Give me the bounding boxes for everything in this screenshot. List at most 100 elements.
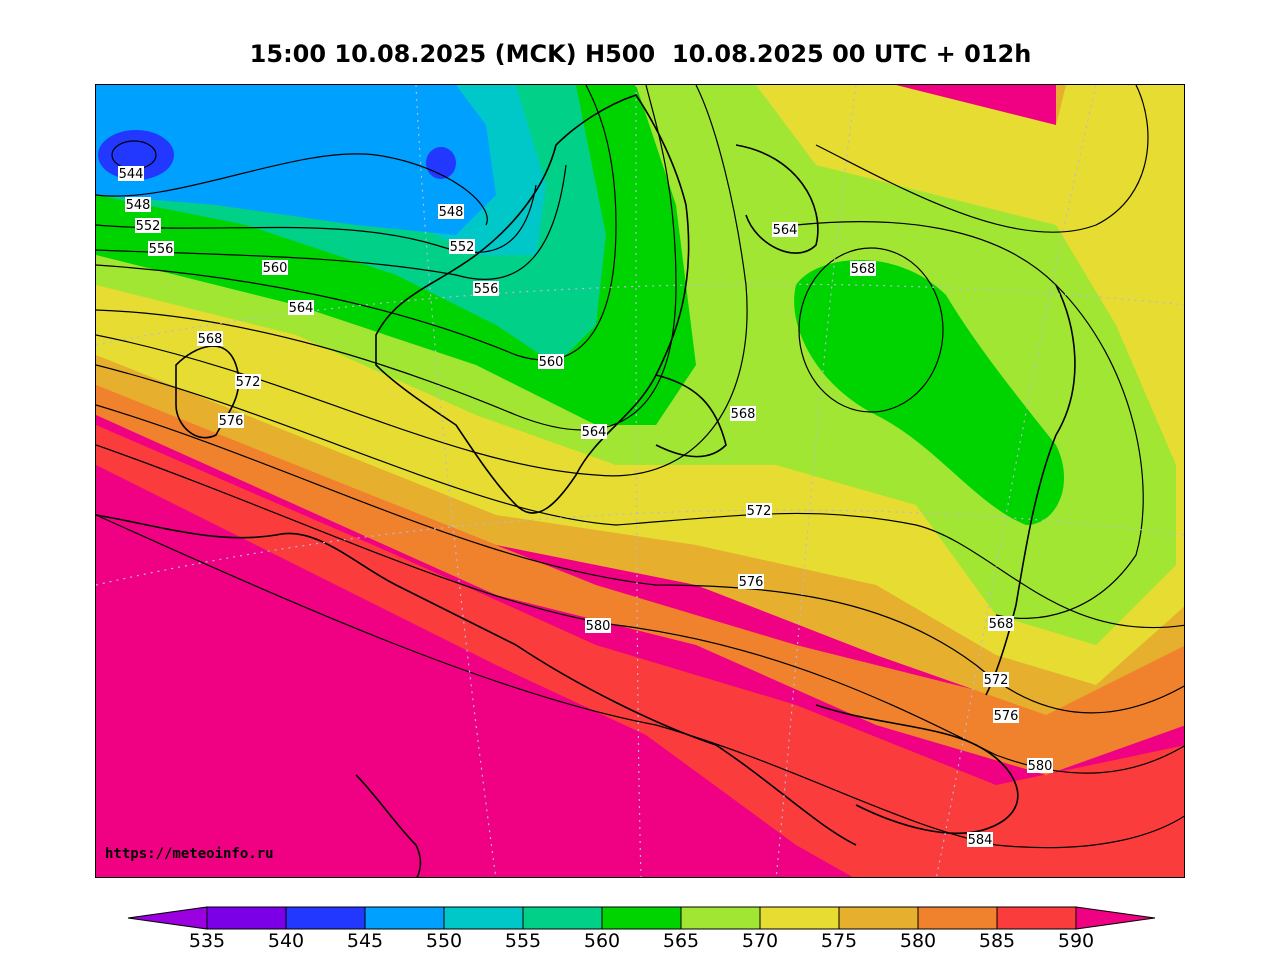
- contour-label: 560: [539, 355, 564, 370]
- contour-label-bg: [438, 204, 464, 219]
- europe-coast: [96, 514, 857, 846]
- contour-labels: 544 548 552 556 560 564 568 572 576 548 552 556 560 5…: [118, 166, 1053, 848]
- contour-label-bg: [218, 413, 244, 428]
- contour-label: 552: [450, 240, 475, 255]
- contour-label: 564: [582, 425, 607, 440]
- contour-label-bg: [235, 374, 261, 389]
- contour-label: 544: [119, 167, 144, 182]
- contour-label-bg: [983, 672, 1009, 687]
- colorbar-tick-label: 560: [583, 930, 621, 952]
- band-585: [96, 425, 1184, 877]
- contour-label: 576: [219, 414, 244, 429]
- colorbar-segment: [680, 906, 761, 930]
- contour-label-bg: [585, 618, 611, 633]
- contour-580: [96, 444, 1184, 774]
- colorbar-tick-label: 570: [741, 930, 779, 952]
- contour-label: 584: [968, 833, 993, 848]
- contour-label: 580: [586, 619, 611, 634]
- italy-coast: [355, 774, 422, 877]
- contour-568-ne: [815, 85, 1149, 233]
- contour-label-bg: [730, 406, 756, 421]
- contour-label: 568: [198, 332, 223, 347]
- colorbar-arrow-high: [1075, 906, 1156, 930]
- contour-label-bg: [738, 574, 764, 589]
- scandinavia-coast: [375, 94, 690, 514]
- graticule-line: [96, 283, 1184, 346]
- contour-label-bg: [118, 166, 144, 181]
- colorbar-segment: [285, 906, 366, 930]
- contour-label-bg: [135, 218, 161, 233]
- contour-label: 576: [739, 575, 764, 590]
- contour-label: 564: [289, 301, 314, 316]
- contour-572: [96, 364, 1184, 629]
- contour-label: 556: [149, 242, 174, 257]
- contour-label-bg: [473, 281, 499, 296]
- colorbar-tick-label: 555: [504, 930, 542, 952]
- contour-label-bg: [581, 424, 607, 439]
- colorbar-segment: [601, 906, 682, 930]
- band-550: [96, 85, 496, 235]
- white-sea-coast: [735, 144, 819, 254]
- contour-label: 572: [236, 375, 261, 390]
- contour-label-bg: [850, 261, 876, 276]
- contour-label-bg: [125, 197, 151, 212]
- contour-label-bg: [262, 260, 288, 275]
- contour-label: 572: [747, 504, 772, 519]
- colorbar-segment: [443, 906, 524, 930]
- contour-548: [96, 153, 488, 226]
- contour-label: 548: [439, 205, 464, 220]
- contour-label-bg: [449, 239, 475, 254]
- contour-label-bg: [967, 832, 993, 847]
- contour-label: 556: [474, 282, 499, 297]
- colorbar-tick-label: 550: [425, 930, 463, 952]
- baltic-coast: [655, 374, 727, 458]
- black-sea-coast: [815, 704, 1019, 835]
- colorbar-segment: [759, 906, 840, 930]
- colorbar-tick-label: 580: [899, 930, 937, 952]
- map-title: 15:00 10.08.2025 (MCK) H500 10.08.2025 0…: [249, 40, 1032, 68]
- contour-label-bg: [746, 503, 772, 518]
- contour-label-bg: [288, 300, 314, 315]
- contour-label: 564: [773, 223, 798, 238]
- colorbar-segment: [996, 906, 1077, 930]
- source-url: https://meteoinfo.ru: [105, 846, 274, 862]
- contour-label-bg: [538, 354, 564, 369]
- contour-576: [96, 404, 1184, 714]
- colorbar-tick-label: 585: [978, 930, 1016, 952]
- colorbar-tick-label: 545: [346, 930, 384, 952]
- band-565-east: [794, 260, 1065, 525]
- colorbar-tick-label: 565: [662, 930, 700, 952]
- contour-label-bg: [988, 616, 1014, 631]
- colorbar-arrow-low: [127, 906, 208, 930]
- contour-label-bg: [197, 331, 223, 346]
- contour-568-east: [795, 221, 1144, 619]
- geopotential-map: 544 548 552 556 560 564 568 572 576 548 552 556 560 5…: [95, 84, 1185, 878]
- contour-label: 580: [1028, 759, 1053, 774]
- graticule-line: [96, 509, 1184, 586]
- band-580: [96, 375, 1184, 775]
- contour-label: 548: [126, 198, 151, 213]
- colorbar: [127, 906, 1156, 930]
- colorbar-tick-label: 590: [1057, 930, 1095, 952]
- band-545-west: [98, 130, 174, 180]
- contour-label: 552: [136, 219, 161, 234]
- contour-label-bg: [1027, 758, 1053, 773]
- contour-label: 560: [263, 261, 288, 276]
- colorbar-segment: [364, 906, 445, 930]
- contour-label: 568: [989, 617, 1014, 632]
- graticule-line: [775, 85, 857, 877]
- colorbar-segment: [522, 906, 603, 930]
- urals-coast: [985, 284, 1076, 696]
- contour-label-bg: [993, 708, 1019, 723]
- contour-label: 568: [731, 407, 756, 422]
- contour-label: 572: [984, 673, 1009, 688]
- colorbar-tick-label: 575: [820, 930, 858, 952]
- contour-568: [96, 85, 748, 477]
- britain-coast: [175, 345, 240, 439]
- contour-564-east: [798, 247, 944, 413]
- colorbar-tick-label: 535: [188, 930, 226, 952]
- colorbar-segment: [838, 906, 919, 930]
- contour-label-bg: [148, 241, 174, 256]
- contour-556: [96, 164, 567, 280]
- graticule-line: [415, 85, 497, 877]
